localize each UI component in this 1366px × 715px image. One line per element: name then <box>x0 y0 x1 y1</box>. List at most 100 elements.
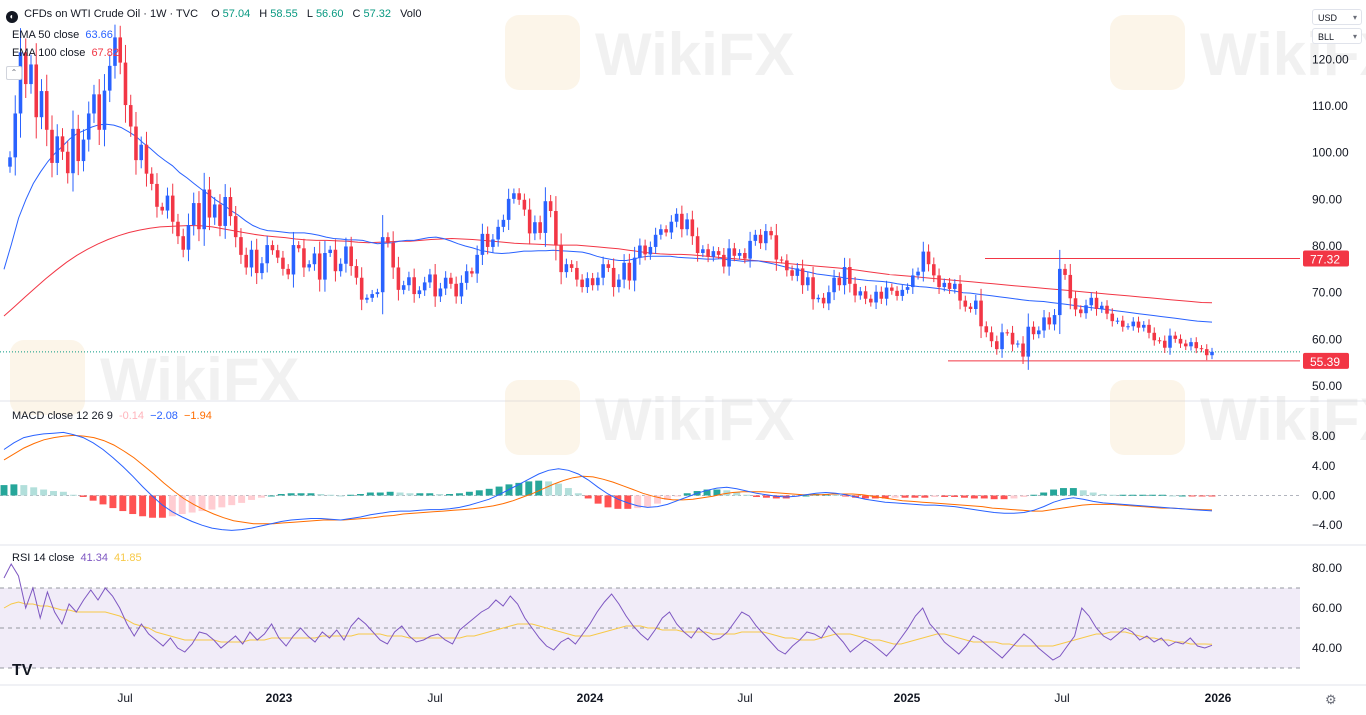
candle-body <box>968 306 973 309</box>
candle-body <box>611 267 616 288</box>
candle-body <box>270 245 275 251</box>
macd-histogram-bar <box>485 488 493 496</box>
macd-histogram-bar <box>545 481 553 496</box>
macd-histogram-bar <box>168 495 176 517</box>
macd-histogram-bar <box>465 491 473 496</box>
tradingview-logo[interactable]: TV <box>12 662 33 679</box>
macd-histogram-bar <box>861 495 869 499</box>
candle-body <box>559 245 563 273</box>
macd-histogram-bar <box>990 495 998 500</box>
macd-histogram-bar <box>79 495 87 497</box>
candle-body <box>543 201 548 233</box>
macd-histogram-bar <box>644 495 652 507</box>
ema100-value: 67.82 <box>91 47 119 59</box>
rsi-legend[interactable]: RSI 14 close 41.34 41.85 <box>12 552 145 564</box>
ema50-legend[interactable]: EMA 50 close 63.66 <box>12 29 116 41</box>
candle-body <box>905 287 910 290</box>
currency-select[interactable]: USD ▾ <box>1312 9 1362 25</box>
candle-body <box>674 213 679 222</box>
macd-histogram-bar <box>683 493 691 496</box>
macd-histogram-bar <box>762 495 770 498</box>
macd-histogram-bar <box>257 495 265 498</box>
candle-body <box>302 248 306 268</box>
macd-histogram-bar <box>416 493 424 496</box>
candle-body <box>512 193 516 199</box>
macd-histogram-bar <box>406 493 414 496</box>
candle-body <box>916 271 920 276</box>
candle-body <box>1183 343 1188 347</box>
macd-histogram-bar <box>614 495 622 509</box>
macd-histogram-bar <box>456 493 463 496</box>
macd-histogram-bar <box>1010 495 1018 499</box>
candle-body <box>911 275 915 288</box>
ohlc-high-label: H <box>259 8 268 20</box>
candle-body <box>1126 326 1130 328</box>
macd-histogram-bar <box>317 494 325 496</box>
candle-body <box>118 37 123 63</box>
candle-body <box>522 199 527 210</box>
macd-histogram-bar <box>1069 488 1077 496</box>
macd-legend[interactable]: MACD close 12 26 9 -0.14 −2.08 −1.94 <box>12 410 215 422</box>
candle-body <box>774 235 779 260</box>
candle-body <box>1204 349 1209 356</box>
price-label-1: 55.39 <box>1310 355 1340 369</box>
candle-body <box>186 225 191 250</box>
candle-body <box>375 292 380 295</box>
unit-select[interactable]: BLL ▾ <box>1312 28 1362 44</box>
candle-body <box>827 292 831 304</box>
volume-readout: Vol0 <box>400 8 422 20</box>
candle-body <box>307 264 311 268</box>
candle-body <box>97 94 102 130</box>
macd-pane: 8.00 4.00 0.00 −4.00 <box>0 429 1343 532</box>
time-tick-4: Jul <box>737 691 752 705</box>
macd-histogram-bar <box>1000 495 1008 500</box>
settings-icon[interactable]: ⚙ <box>1325 692 1337 707</box>
candle-body <box>191 203 196 225</box>
candle-body <box>1157 340 1162 342</box>
macd-histogram-bar <box>901 495 909 498</box>
candle-body <box>359 277 364 300</box>
macd-histogram-bar <box>1020 495 1028 497</box>
collapse-legend-button[interactable]: ⌃ <box>6 66 22 80</box>
rsi-value: 41.34 <box>80 552 108 564</box>
time-axis: Jul 2023 Jul 2024 Jul 2025 Jul 2026 <box>117 691 1231 705</box>
candle-body <box>160 206 165 211</box>
candle-body <box>711 251 716 257</box>
candle-body <box>664 229 668 233</box>
candle-body <box>328 249 332 253</box>
rsi-tick-0: 80.00 <box>1312 561 1342 575</box>
candle-body <box>1021 343 1025 357</box>
candle-body <box>963 300 968 307</box>
candle-body <box>296 245 301 249</box>
macd-histogram-bar <box>426 493 434 496</box>
candle-body <box>475 254 479 274</box>
macd-signal-value: −1.94 <box>184 410 212 422</box>
macd-histogram-bar <box>951 495 959 497</box>
ema50-label: EMA 50 close <box>12 29 80 41</box>
candle-body <box>459 282 464 297</box>
macd-histogram-bar <box>673 495 681 497</box>
candle-body <box>464 271 469 283</box>
candle-body <box>900 289 905 296</box>
symbol-title[interactable]: CFDs on WTI Crude Oil · 1W · TVC <box>24 8 199 20</box>
candle-body <box>1210 351 1214 356</box>
watermark-badge-0 <box>505 15 580 90</box>
candle-body <box>769 231 773 236</box>
ema100-legend[interactable]: EMA 100 close 67.82 <box>12 47 122 59</box>
candle-body <box>506 198 511 220</box>
candle-body <box>653 234 658 247</box>
macd-histogram-bar <box>347 494 355 496</box>
candle-body <box>1052 315 1057 325</box>
candle-body <box>13 113 18 158</box>
candle-body <box>758 234 763 244</box>
macd-histogram-bar <box>832 494 840 496</box>
macd-line <box>3 431 1213 531</box>
candle-body <box>517 193 521 200</box>
candle-body <box>485 233 490 247</box>
macd-histogram-bar <box>337 495 345 497</box>
candle-body <box>979 300 983 327</box>
candle-body <box>438 288 443 297</box>
price-label-bg-0 <box>1303 250 1349 267</box>
candle-body <box>947 282 952 289</box>
